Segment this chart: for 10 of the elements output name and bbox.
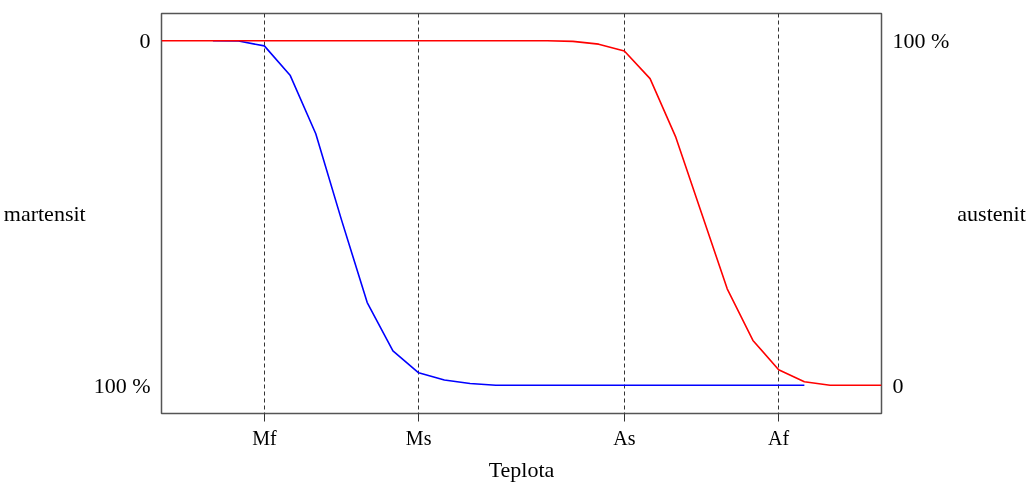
x-axis-title: Teplota bbox=[488, 456, 555, 482]
y2-tick-label: 100 % bbox=[892, 28, 950, 54]
x-tick-label: Ms bbox=[405, 426, 432, 449]
y2-axis-title: austenit bbox=[957, 201, 1026, 226]
y-axis-title: martensit bbox=[3, 201, 86, 226]
x-tick-label: Mf bbox=[252, 426, 277, 449]
line-series bbox=[161, 39, 882, 387]
x-tick-label: Af bbox=[768, 426, 790, 449]
x-tick-label: As bbox=[613, 426, 636, 449]
y2-tick-label: 0 bbox=[892, 372, 904, 398]
